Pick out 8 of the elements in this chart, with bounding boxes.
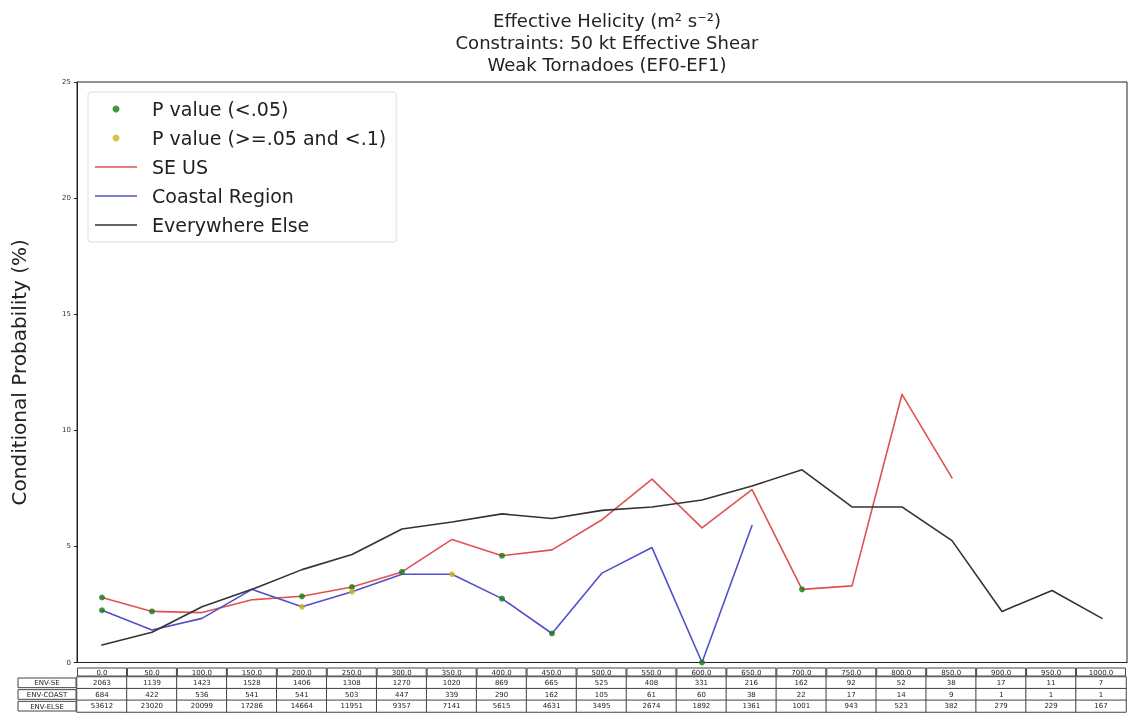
y-axis-title: Conditional Probability (%): [7, 239, 31, 506]
legend-label: SE US: [152, 156, 209, 178]
line-series: [101, 468, 1103, 646]
chart-title: Effective Helicity (m² s⁻²) Constraints: 50 kt Effective Shear Weak Tornadoes (EF0-EF1): [455, 9, 760, 75]
legend-label: Everywhere Else: [152, 214, 310, 236]
legend-label: P value (<.05): [152, 98, 289, 120]
legend-label: Coastal Region: [152, 185, 294, 207]
legend-label: P value (>=.05 and <.1): [152, 127, 387, 149]
